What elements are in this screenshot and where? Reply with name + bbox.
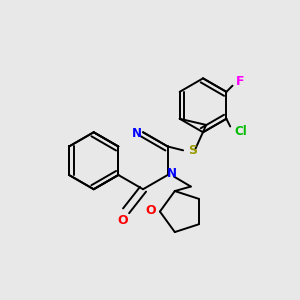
Text: N: N xyxy=(167,167,177,180)
Text: Cl: Cl xyxy=(235,124,248,138)
Text: S: S xyxy=(189,144,198,157)
Text: O: O xyxy=(146,203,156,217)
Text: N: N xyxy=(132,127,142,140)
Text: F: F xyxy=(236,74,244,88)
Text: O: O xyxy=(117,214,128,226)
